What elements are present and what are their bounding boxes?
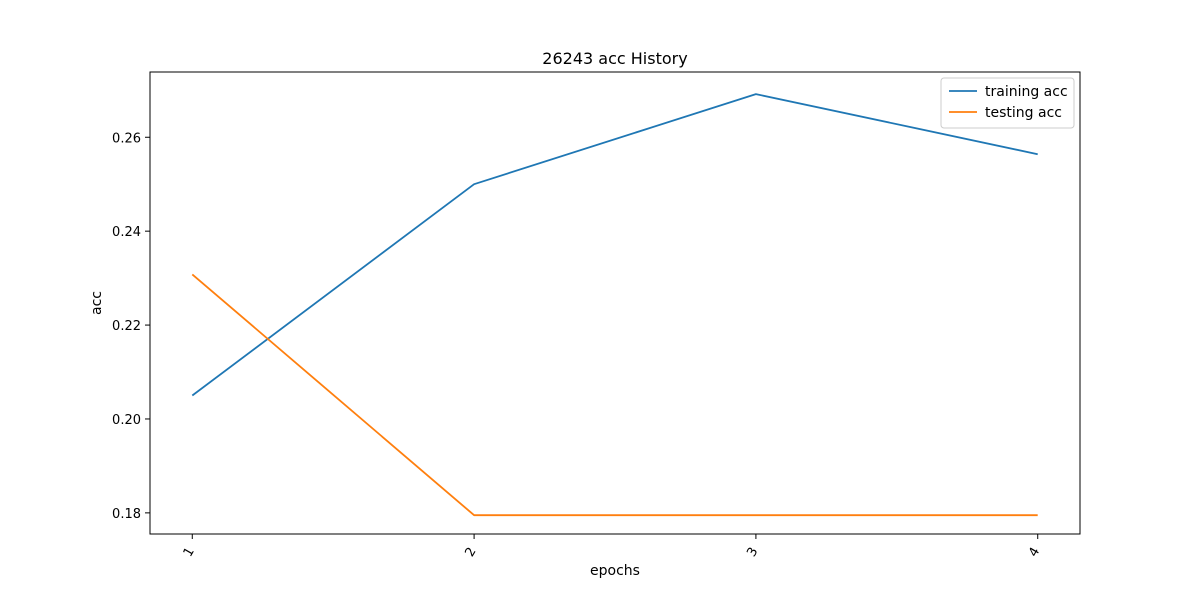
x-tick-label: 3 xyxy=(744,545,761,560)
x-tick-label: 4 xyxy=(1026,545,1043,560)
x-axis-title: epochs xyxy=(590,563,640,579)
y-tick-label: 0.20 xyxy=(112,413,141,428)
series-line-1 xyxy=(191,93,1038,397)
chart-title: 26243 acc History xyxy=(542,49,687,68)
y-axis-title: acc xyxy=(89,291,105,315)
x-axis: 1 2 3 4 xyxy=(181,534,1043,560)
plot-frame xyxy=(149,71,1081,535)
y-tick-label: 0.24 xyxy=(112,225,141,240)
x-tick-label: 1 xyxy=(181,545,198,560)
plot-layer xyxy=(191,93,1038,517)
legend-label-1: training acc xyxy=(985,84,1068,100)
y-axis: 0.18 0.20 0.22 0.24 0.26 xyxy=(112,131,150,522)
legend: training acc testing acc xyxy=(940,77,1075,129)
y-tick-label: 0.26 xyxy=(112,131,141,146)
x-tick-label: 2 xyxy=(462,545,479,560)
y-tick-label: 0.18 xyxy=(112,507,141,522)
y-tick-label: 0.22 xyxy=(112,319,141,334)
legend-label-2: testing acc xyxy=(985,105,1062,121)
series-line-2 xyxy=(191,273,1038,517)
